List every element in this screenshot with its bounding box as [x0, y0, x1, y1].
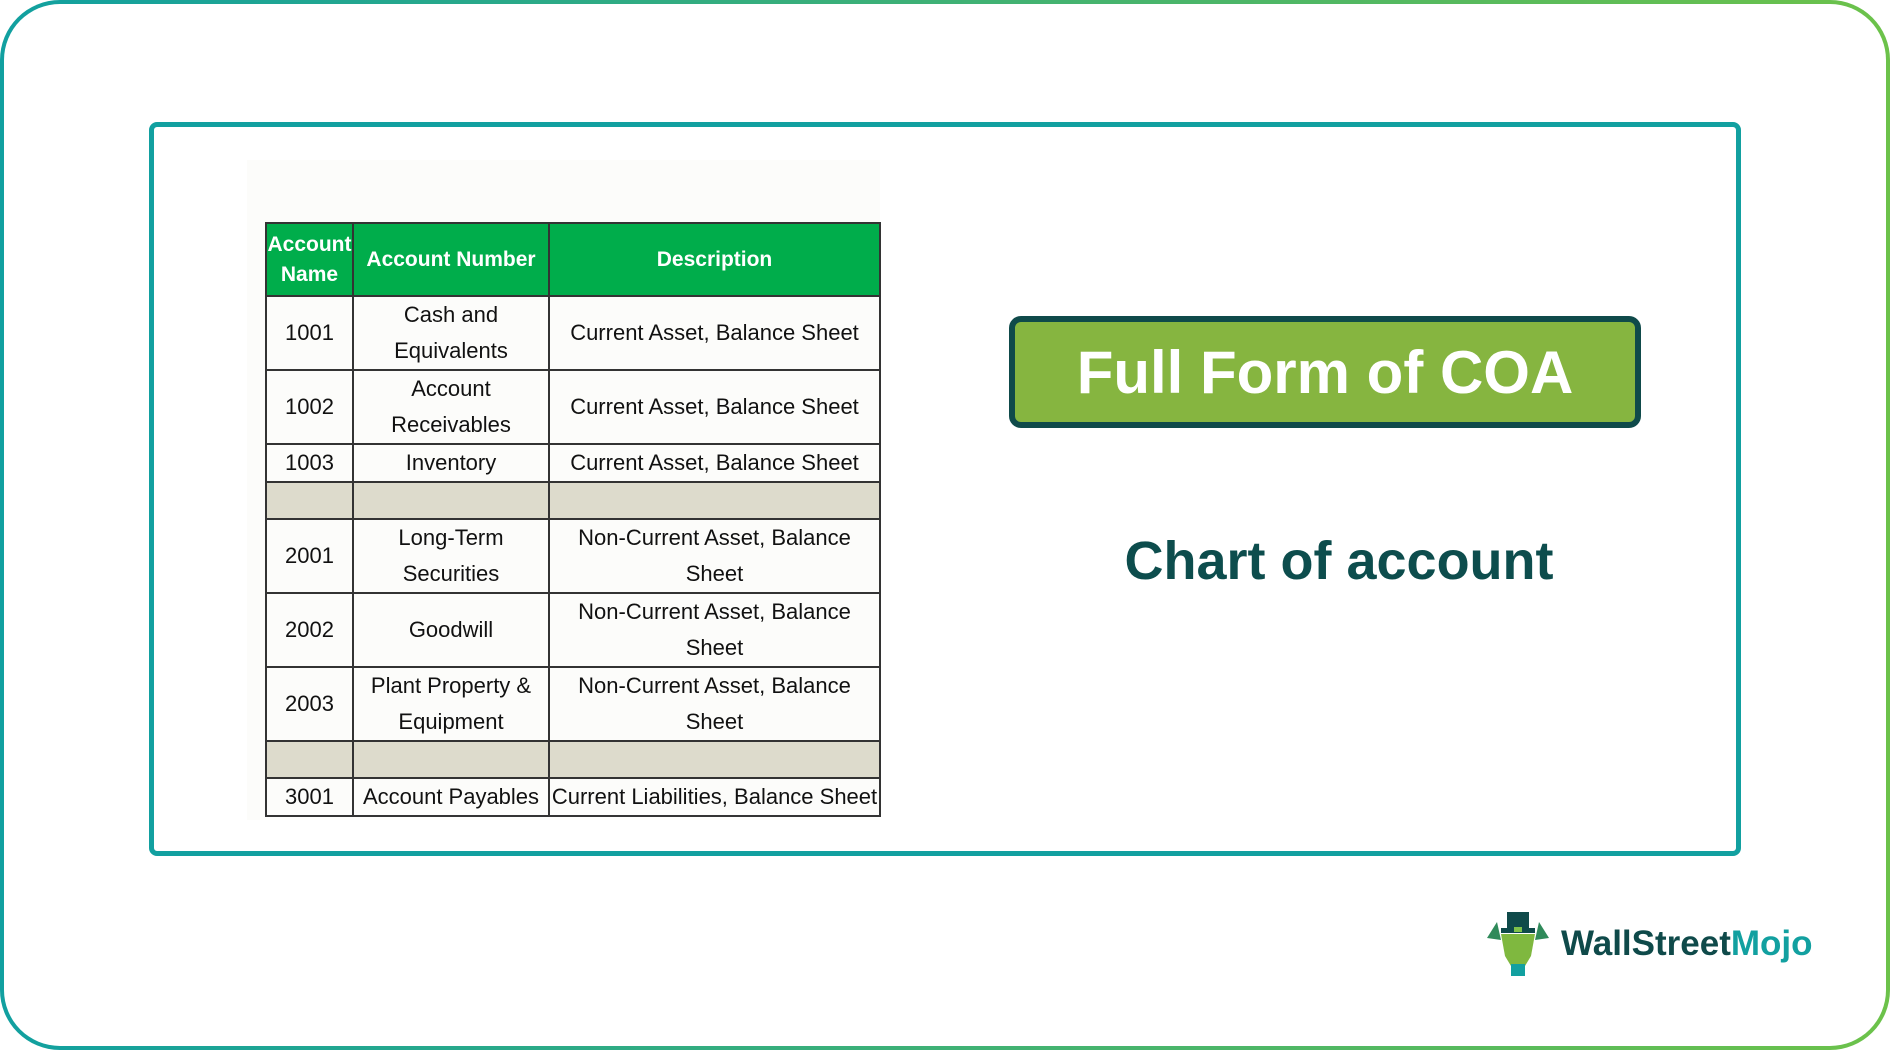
cell-number: 1001 — [265, 295, 354, 371]
cell-name — [352, 740, 550, 779]
cell-description: Non-Current Asset, Balance Sheet — [548, 666, 881, 742]
bull-mascot-icon — [1487, 912, 1549, 976]
subtitle: Chart of account — [1124, 531, 1554, 591]
title-banner: Full Form of COA — [1009, 316, 1641, 428]
table-row: 3001 Account Payables Current Liabilities,… — [265, 777, 881, 817]
table-row: 2001 Long-Term Securities Non-Current Asse… — [265, 518, 881, 594]
logo-text-mojo: Mojo — [1730, 924, 1813, 963]
cell-description — [548, 481, 881, 520]
cell-name: Long-Term Securities — [352, 518, 550, 594]
cell-name: Inventory — [352, 443, 550, 483]
cell-description: Current Asset, Balance Sheet — [548, 369, 881, 445]
cell-number: 1003 — [265, 443, 354, 483]
cell-name: Account Payables — [352, 777, 550, 817]
logo-text: WallStreetMojo — [1561, 924, 1813, 964]
table-blank-row — [265, 481, 881, 520]
chart-of-accounts-table: Account Name Account Number Description … — [265, 222, 881, 817]
cell-name — [352, 481, 550, 520]
cell-number: 3001 — [265, 777, 354, 817]
cell-name: Goodwill — [352, 592, 550, 668]
cell-description: Current Asset, Balance Sheet — [548, 443, 881, 483]
cell-name: Account Receivables — [352, 369, 550, 445]
logo-text-wallstreet: WallStreet — [1561, 924, 1731, 963]
table-blank-row — [265, 740, 881, 779]
cell-description: Non-Current Asset, Balance Sheet — [548, 518, 881, 594]
table-row: 1001 Cash and Equivalents Current Asset, B… — [265, 295, 881, 371]
cell-number: 1002 — [265, 369, 354, 445]
cell-name: Cash and Equivalents — [352, 295, 550, 371]
cell-name: Plant Property & Equipment — [352, 666, 550, 742]
cell-description — [548, 740, 881, 779]
table-header-row: Account Name Account Number Description — [265, 222, 881, 297]
cell-number — [265, 481, 354, 520]
table-row: 1003 Inventory Current Asset, Balance Shee… — [265, 443, 881, 483]
cell-description: Non-Current Asset, Balance Sheet — [548, 592, 881, 668]
table-row: 2003 Plant Property & Equipment Non-Curren… — [265, 666, 881, 742]
header-description: Description — [548, 222, 881, 297]
header-account-number: Account Number — [352, 222, 550, 297]
cell-description: Current Liabilities, Balance Sheet — [548, 777, 881, 817]
table-row: 1002 Account Receivables Current Asset, Ba… — [265, 369, 881, 445]
cell-number — [265, 740, 354, 779]
cell-number: 2001 — [265, 518, 354, 594]
cell-number: 2002 — [265, 592, 354, 668]
cell-description: Current Asset, Balance Sheet — [548, 295, 881, 371]
header-account-name: Account Name — [265, 222, 354, 297]
table-row: 2002 Goodwill Non-Current Asset, Balance S… — [265, 592, 881, 668]
cell-number: 2003 — [265, 666, 354, 742]
wallstreetmojo-logo: WallStreetMojo — [1483, 910, 1813, 978]
